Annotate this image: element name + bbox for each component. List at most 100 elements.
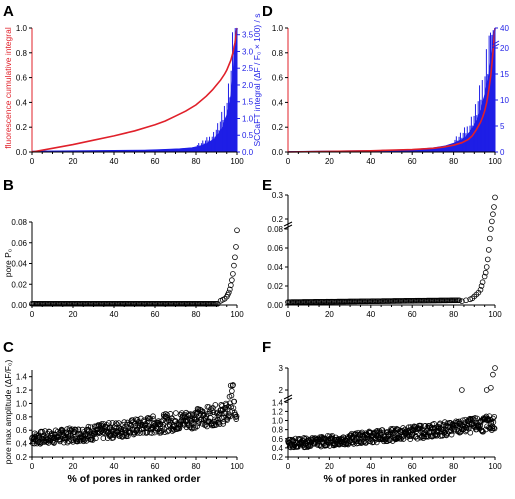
data-point: [176, 425, 183, 432]
data-point: [491, 425, 497, 431]
y-axis-title-right: SCCaFT integral (ΔF / F₀ × 100) / s: [252, 13, 262, 146]
y-right-tick-label: 3.5: [242, 31, 254, 40]
y-tick-label: 0.6: [272, 74, 284, 83]
y-tick-label: 1.0: [272, 417, 284, 426]
y-tick-label: 0.4: [16, 98, 28, 107]
data-point: [491, 204, 497, 210]
x-axis-title: % of pores in ranked order: [67, 473, 200, 485]
data-point: [164, 412, 171, 418]
data-point: [216, 421, 223, 427]
data-point: [491, 413, 498, 420]
panel-label: C: [3, 339, 14, 356]
y-tick-label: 0.8: [16, 49, 28, 58]
x-tick-label: 80: [192, 310, 201, 319]
x-tick-label: 100: [230, 462, 244, 471]
x-tick-label: 60: [151, 310, 160, 319]
x-tick-label: 0: [286, 310, 291, 319]
data-point: [456, 297, 463, 304]
y-tick-label: 1.0: [272, 24, 284, 33]
data-point: [204, 423, 210, 430]
y-tick-label: 0.8: [272, 49, 284, 58]
y-right-tick-label: 15: [500, 70, 509, 79]
data-point: [80, 438, 87, 445]
panel-label: D: [262, 3, 273, 20]
data-point: [145, 415, 152, 421]
x-tick-label: 60: [151, 157, 160, 166]
x-tick-label: 20: [325, 157, 334, 166]
data-point: [150, 413, 156, 420]
panel-label: A: [3, 3, 14, 20]
data-point: [227, 413, 234, 420]
data-point: [228, 282, 234, 289]
y-right-tick-label: 0.5: [242, 131, 254, 140]
data-point: [132, 420, 138, 427]
x-tick-label: 40: [366, 157, 375, 166]
y-tick-label: 0.8: [16, 413, 28, 422]
x-tick-label: 100: [488, 462, 502, 471]
x-tick-label: 20: [69, 157, 78, 166]
data-point: [301, 435, 307, 441]
y-tick-label: 0.8: [272, 426, 284, 435]
y-tick-label: 0.2: [16, 123, 28, 132]
data-point: [224, 417, 230, 423]
y-tick-label: 0.4: [272, 98, 284, 107]
data-point: [487, 235, 493, 242]
data-point: [124, 421, 130, 428]
y-tick-label: 0.2: [272, 215, 284, 224]
y-tick-label: 1.2: [16, 386, 28, 395]
scatter-markers: [29, 382, 240, 447]
data-point: [190, 425, 197, 431]
data-point: [143, 429, 150, 435]
y-tick-label: 2: [279, 386, 284, 395]
y-tick-label: 3: [279, 364, 284, 373]
y-tick-label: 0.3: [272, 191, 284, 200]
data-point: [110, 434, 117, 441]
y-tick-label: 0.4: [272, 444, 284, 453]
axis-break-mark: [491, 40, 500, 46]
data-point: [225, 403, 232, 410]
y-tick-label: 1.0: [16, 24, 28, 33]
x-tick-label: 60: [408, 157, 417, 166]
data-point: [233, 416, 240, 422]
panel-label: B: [3, 177, 14, 194]
series-integral-area: [31, 27, 238, 153]
y-tick-label: 0.00: [267, 301, 283, 310]
y-right-tick-label: 40: [500, 24, 509, 33]
data-point: [491, 425, 498, 432]
y-tick-label: 0.08: [11, 218, 27, 227]
data-point: [100, 435, 107, 441]
y-tick-label: 0.2: [16, 453, 28, 462]
y-tick-label: 0.02: [267, 282, 283, 291]
data-point: [232, 254, 238, 261]
x-tick-label: 40: [366, 462, 375, 471]
x-tick-label: 0: [286, 157, 291, 166]
x-tick-label: 40: [366, 310, 375, 319]
data-point: [193, 410, 200, 416]
data-point: [490, 371, 496, 378]
x-tick-label: 40: [110, 157, 119, 166]
data-point: [226, 289, 232, 296]
data-point: [463, 297, 469, 304]
data-point: [138, 415, 144, 422]
data-point: [98, 421, 105, 427]
data-point: [477, 286, 484, 293]
data-point: [492, 194, 498, 201]
y-right-tick-label: 1.5: [242, 98, 254, 107]
data-point: [233, 413, 240, 420]
data-point: [229, 277, 235, 283]
data-point: [448, 431, 455, 438]
y-tick-label: 0.4: [16, 440, 28, 449]
data-point: [389, 429, 396, 436]
data-point: [89, 437, 96, 443]
data-point: [180, 418, 187, 424]
x-tick-label: 80: [449, 310, 458, 319]
x-tick-label: 100: [488, 310, 502, 319]
data-point: [418, 422, 424, 429]
x-tick-label: 0: [30, 462, 35, 471]
data-point: [83, 438, 90, 444]
data-point: [478, 283, 485, 289]
data-point: [220, 421, 227, 427]
data-point: [139, 426, 145, 433]
x-tick-label: 20: [325, 310, 334, 319]
